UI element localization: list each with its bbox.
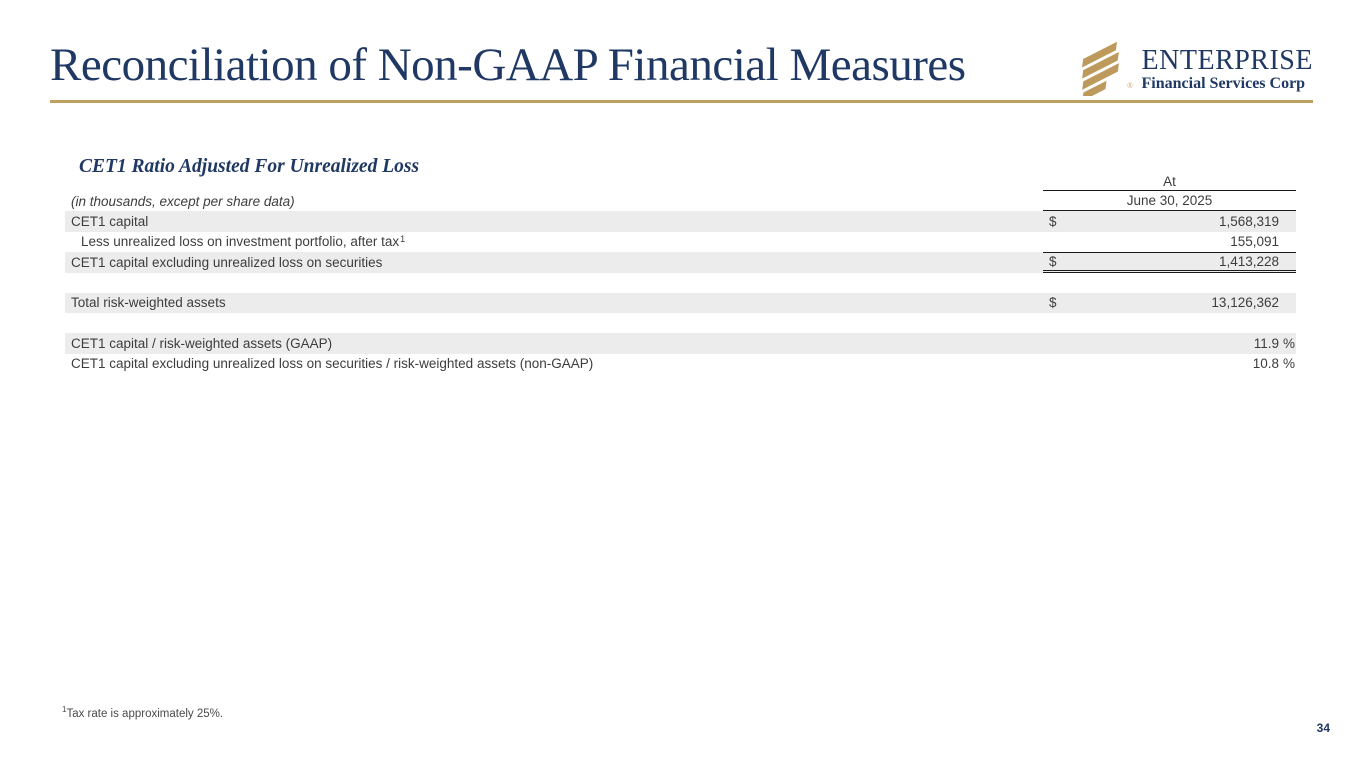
period-group-header-cell: At: [1043, 172, 1296, 191]
logo-brand-subtitle: Financial Services Corp: [1141, 74, 1306, 92]
page-number: 34: [1316, 721, 1330, 735]
section-heading: CET1 Ratio Adjusted For Unrealized Loss: [79, 156, 420, 177]
logo-text: ENTERPRISE Financial Services Corp: [1141, 44, 1313, 92]
period-group-label: At: [1163, 173, 1176, 189]
table-header-group-row: At: [65, 172, 1296, 191]
row-label-cell: CET1 capital: [65, 214, 1043, 229]
enterprise-stripes-icon: [1082, 42, 1120, 96]
footnote-superscript: 1: [62, 705, 67, 714]
row-value-cell: $ 13,126,362: [1043, 293, 1296, 314]
page-title: Reconciliation of Non-GAAP Financial Mea…: [50, 39, 966, 91]
table-body: CET1 capital $ 1,568,319 Less unrealized…: [65, 211, 1296, 374]
footnote-text: Tax rate is approximately 25%.: [66, 707, 224, 720]
table-row: CET1 capital excluding unrealized loss o…: [65, 252, 1296, 273]
table-row: CET1 capital $ 1,568,319: [65, 211, 1296, 232]
table-header-row: (in thousands, except per share data) Ju…: [65, 191, 1296, 211]
units-note: (in thousands, except per share data): [71, 193, 295, 209]
row-value-cell: 155,091: [1043, 232, 1296, 253]
row-label: CET1 capital excluding unrealized loss o…: [71, 254, 383, 270]
logo-brand-name: ENTERPRISE: [1141, 44, 1313, 76]
dollar-sign: $: [1049, 295, 1057, 311]
percent-sign: %: [1282, 335, 1295, 351]
row-label: Total risk-weighted assets: [71, 295, 226, 311]
company-logo: ® ENTERPRISE Financial Services Corp: [1072, 42, 1313, 96]
row-value: 11.9: [1253, 335, 1279, 351]
table-row: CET1 capital excluding unrealized loss o…: [65, 354, 1296, 375]
period-header-cell: June 30, 2025: [1043, 191, 1296, 211]
row-label: CET1 capital / risk-weighted assets (GAA…: [71, 335, 333, 351]
row-label-cell: CET1 capital excluding unrealized loss o…: [65, 255, 1043, 270]
table-row: Total risk-weighted assets $ 13,126,362: [65, 292, 1296, 314]
row-value: 155,091: [1230, 234, 1279, 250]
row-label-cell: Less unrealized loss on investment portf…: [81, 234, 406, 250]
row-value: 10.8: [1252, 356, 1279, 372]
dollar-sign: $: [1049, 213, 1057, 229]
row-label: CET1 capital excluding unrealized loss o…: [71, 356, 594, 372]
row-label-cell: Total risk-weighted assets: [65, 295, 1043, 310]
table-spacer-row: [65, 313, 1296, 333]
row-value: 1,413,228: [1218, 253, 1279, 269]
row-value: 1,568,319: [1218, 213, 1279, 229]
percent-sign: %: [1282, 356, 1295, 372]
title-underline: [50, 100, 1313, 103]
row-value-cell: 11.9 %: [1043, 333, 1296, 354]
registered-trademark-icon: ®: [1127, 83, 1133, 90]
reconciliation-table: At (in thousands, except per share data)…: [65, 172, 1296, 374]
period-label: June 30, 2025: [1126, 193, 1213, 208]
row-value: 13,126,362: [1211, 295, 1279, 311]
table-row: Less unrealized loss on investment portf…: [65, 232, 1296, 253]
row-value-cell: $ 1,413,228: [1043, 252, 1296, 273]
row-value-cell: 10.8 %: [1043, 354, 1296, 375]
row-label: CET1 capital: [71, 213, 149, 229]
row-label: Less unrealized loss on investment portf…: [81, 234, 400, 250]
units-note-cell: (in thousands, except per share data): [65, 194, 1043, 209]
row-value-cell: $ 1,568,319: [1043, 211, 1296, 232]
footnote: 1Tax rate is approximately 25%.: [62, 705, 223, 720]
row-label-cell: CET1 capital excluding unrealized loss o…: [65, 356, 1043, 371]
dollar-sign: $: [1049, 253, 1057, 269]
table-row: CET1 capital / risk-weighted assets (GAA…: [65, 333, 1296, 354]
row-label-cell: CET1 capital / risk-weighted assets (GAA…: [65, 336, 1043, 351]
table-spacer-row: [65, 273, 1296, 293]
